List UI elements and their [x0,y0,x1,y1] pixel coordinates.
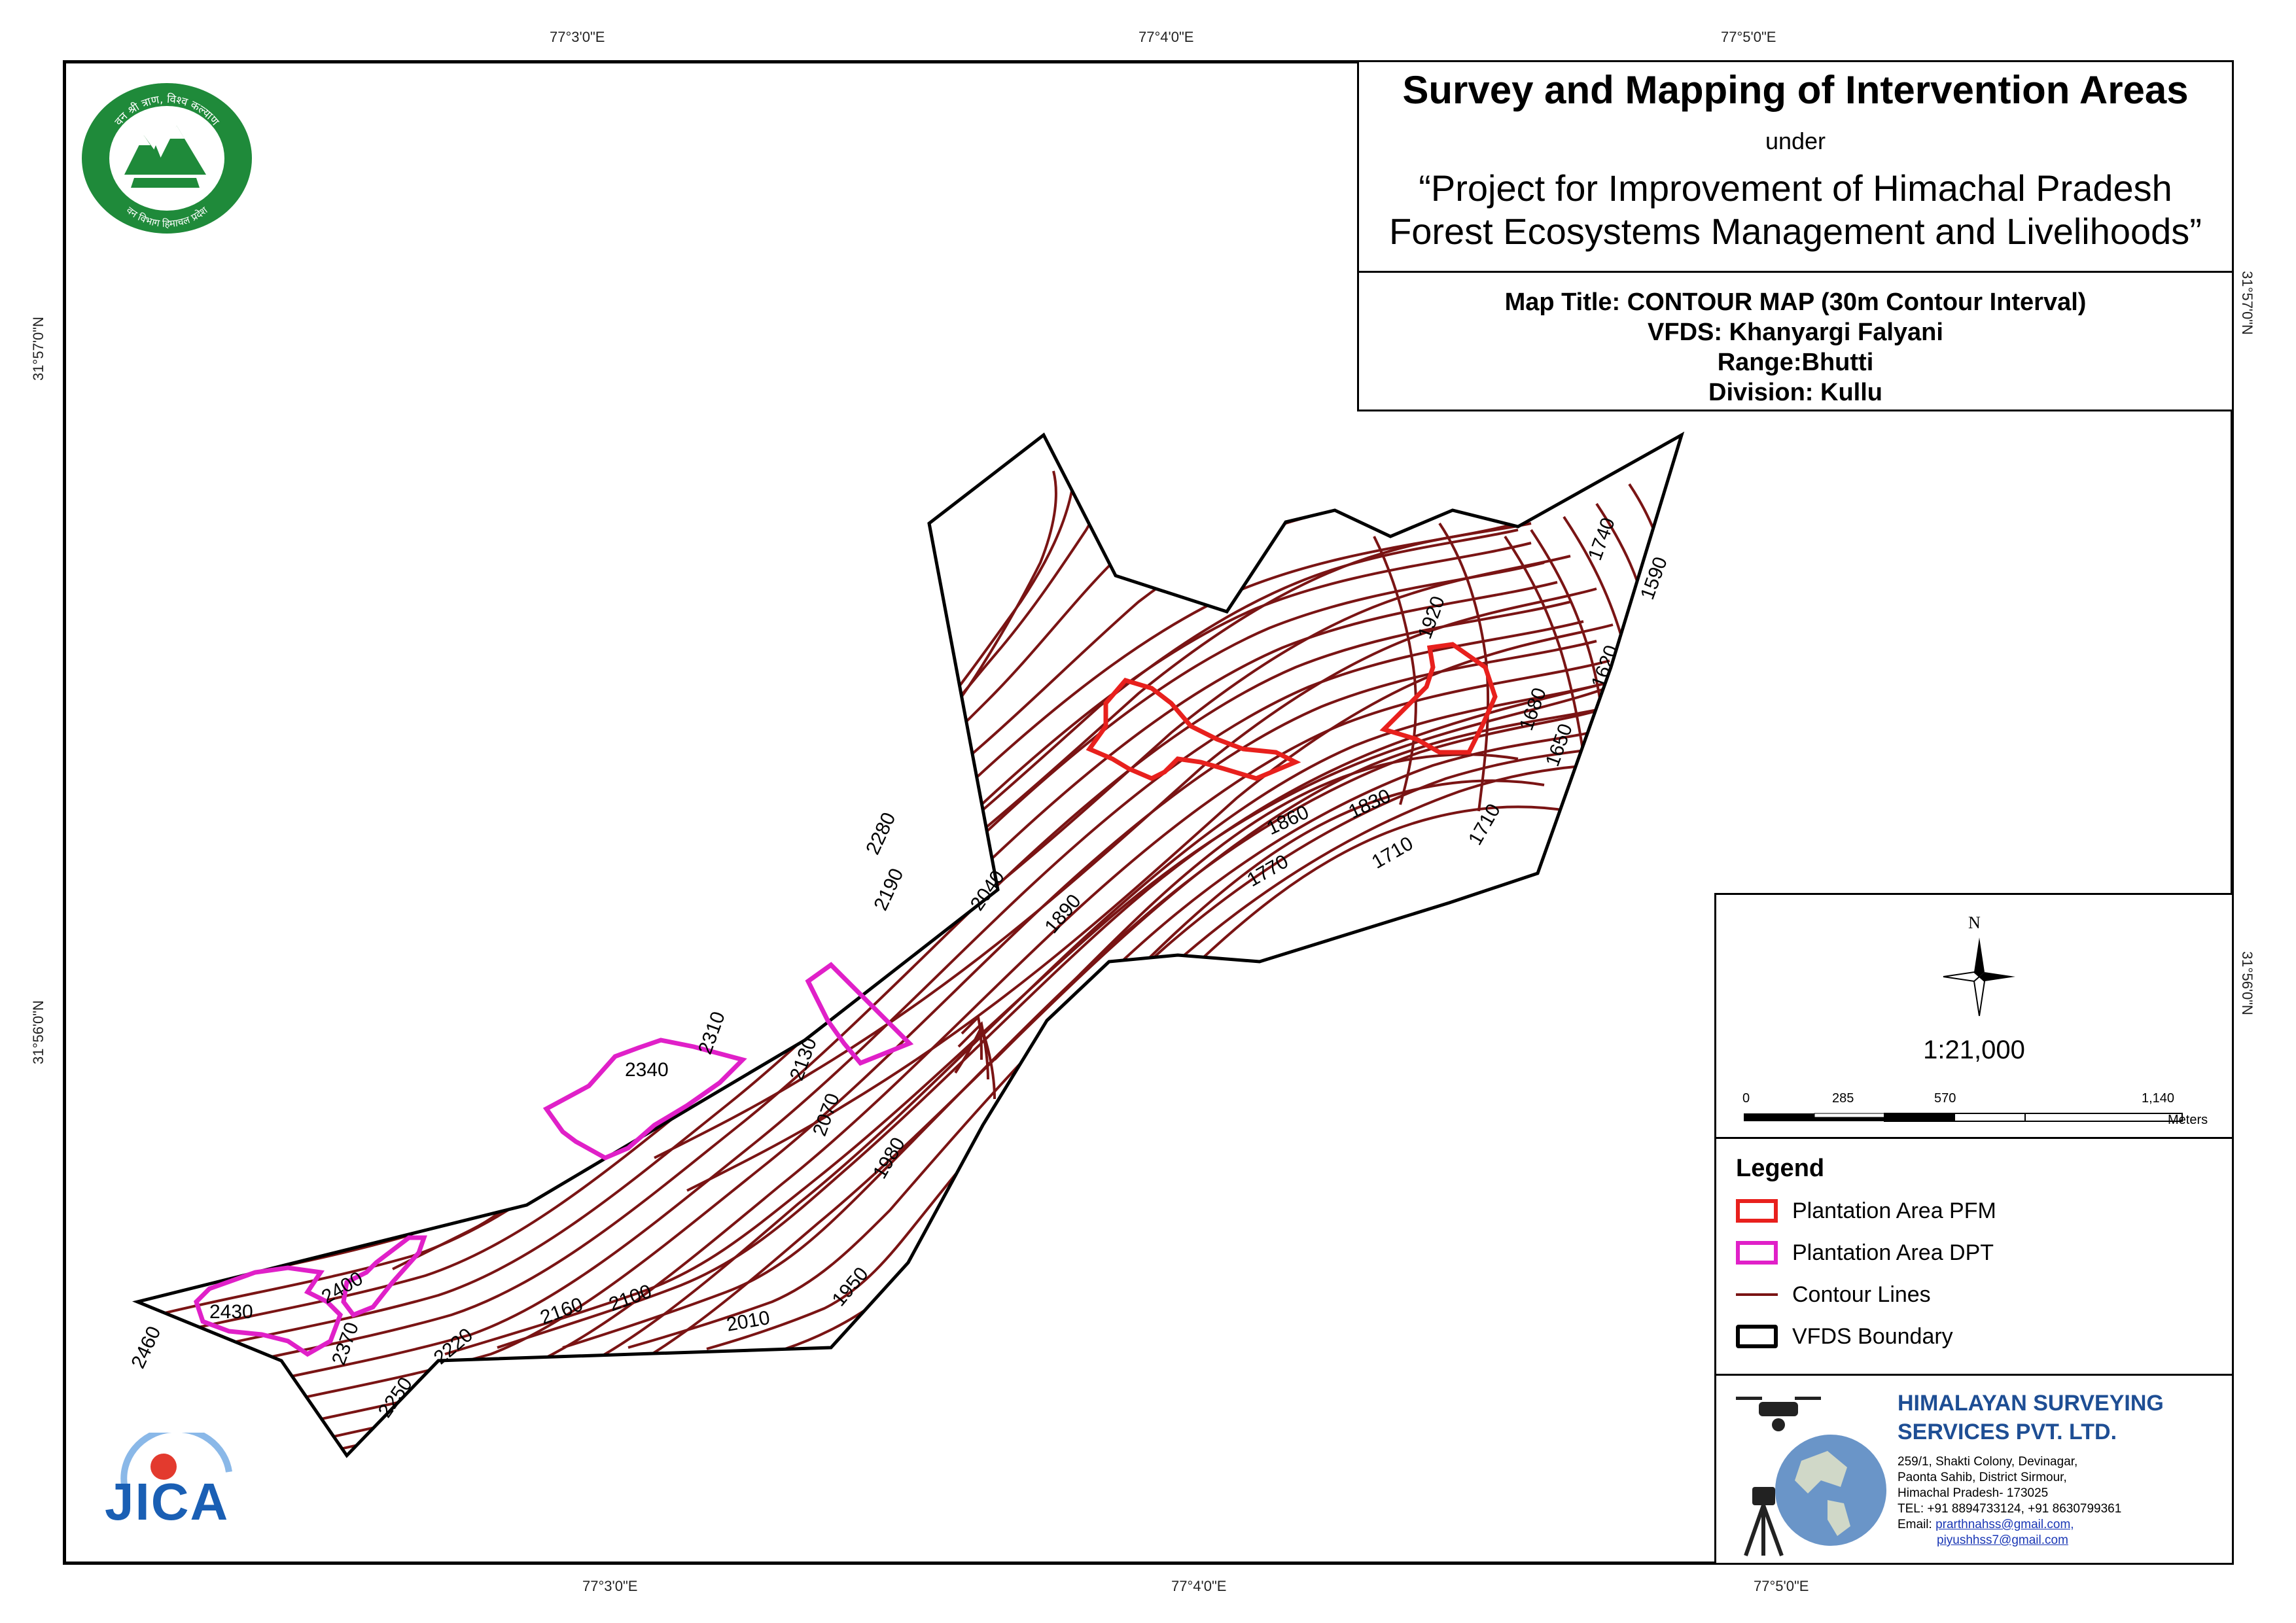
company-email-row: Email: prarthnahss@gmail.com, [1898,1517,2121,1533]
vfds-boundary [132,431,1685,1458]
plantation-area-dpt [805,962,914,1066]
vfds-name: VFDS: Khanyargi Falyani [1648,319,1943,346]
panel-divider [1716,1137,2232,1139]
plantation-area-pfm [1086,677,1301,781]
legend-item-pfm: Plantation Area PFM [1736,1195,1996,1227]
map-info-block: Map Title: CONTOUR MAP (30m Contour Inte… [1357,271,2234,411]
plantation-area-dpt [542,1038,747,1161]
north-label: N [1968,913,1981,932]
company-email-link[interactable]: piyushhss7@gmail.com [1937,1533,2068,1547]
coord-label-top: 77°4'0"E [1139,29,1194,45]
legend-label: VFDS Boundary [1792,1323,1953,1349]
coord-label-top: 77°3'0"E [550,29,605,45]
company-email-row: piyushhss7@gmail.com [1898,1533,2121,1548]
address-line: Paonta Sahib, District Sirmour, [1898,1471,2067,1484]
plantation-area-dpt [341,1235,427,1318]
project-title-line2: Forest Ecosystems Management and Livelih… [1389,211,2202,252]
coord-label-left: 31°57'0"N [29,317,46,381]
dpt-swatch-icon [1736,1241,1778,1265]
coord-label-left: 31°56'0"N [29,1000,46,1064]
coord-label-top: 77°5'0"E [1721,29,1776,45]
legend-label: Plantation Area DPT [1792,1240,1994,1265]
company-logo-icon [1736,1397,1886,1557]
company-address: 259/1, Shakti Colony, Devinagar, Paonta … [1898,1454,2121,1548]
company-name-line2: SERVICES PVT. LTD. [1898,1420,2117,1444]
pfm-swatch-icon [1736,1199,1778,1223]
jica-logo: JICA [98,1425,242,1537]
scale-tick: 285 [1832,1091,1854,1106]
company-email-link[interactable]: prarthnahss@gmail.com, [1935,1518,2074,1531]
division-name: Division: Kullu [1708,379,1882,406]
coord-label-bottom: 77°5'0"E [1754,1578,1809,1594]
contour-line-icon [1736,1293,1778,1296]
coord-label-right: 31°56'0"N [2238,951,2255,1015]
coord-label-right: 31°57'0"N [2238,271,2255,335]
legend-item-dpt: Plantation Area DPT [1736,1236,1994,1269]
email-label: Email: [1898,1518,1932,1531]
scale-tick: 1,140 [2142,1091,2175,1106]
contour-label: 2340 [625,1059,669,1081]
scale-bar [1744,1113,2183,1122]
legend-item-boundary: VFDS Boundary [1736,1320,1953,1353]
page-title: Survey and Mapping of Intervention Areas [1402,68,2189,112]
forest-department-logo: वन श्री त्राण, विश्व कल्याण वन विभाग हिम… [82,83,252,234]
address-line: 259/1, Shakti Colony, Devinagar, [1898,1455,2078,1469]
contour-label: 2430 [209,1301,253,1323]
legend-label: Plantation Area PFM [1792,1198,1996,1223]
scale-tick: 570 [1934,1091,1956,1106]
map-title: Map Title: CONTOUR MAP (30m Contour Inte… [1504,288,2087,316]
title-block: Survey and Mapping of Intervention Areas… [1357,60,2234,273]
legend-panel: N 1:21,000 0 285 570 1,140 Meters Legend… [1714,893,2234,1565]
project-title-line1: “Project for Improvement of Himachal Pra… [1419,167,2172,209]
boundary-swatch-icon [1736,1325,1778,1348]
map-frame [63,60,2234,1565]
coord-label-bottom: 77°4'0"E [1171,1578,1227,1594]
scale-ratio: 1:21,000 [1923,1036,2025,1064]
legend-label: Contour Lines [1792,1282,1931,1307]
scale-tick: 0 [1742,1091,1750,1106]
compass-rose-icon [1943,937,2015,1017]
jica-wordmark: JICA [105,1473,230,1531]
plantation-area-pfm [1379,642,1498,755]
panel-divider [1716,1374,2232,1376]
company-name-line1: HIMALAYAN SURVEYING [1898,1391,2164,1416]
scale-unit: Meters [2168,1113,2208,1127]
legend-title: Legend [1736,1155,1825,1182]
plantation-area-dpt [193,1265,344,1357]
legend-item-contour: Contour Lines [1736,1278,1931,1311]
coord-label-bottom: 77°3'0"E [582,1578,638,1594]
company-phone: TEL: +91 8894733124, +91 8630799361 [1898,1502,2122,1516]
address-line: Himachal Pradesh- 173025 [1898,1486,2049,1500]
company-name: HIMALAYAN SURVEYING SERVICES PVT. LTD. [1898,1389,2164,1446]
range-name: Range:Bhutti [1717,349,1874,376]
title-under: under [1765,128,1826,154]
